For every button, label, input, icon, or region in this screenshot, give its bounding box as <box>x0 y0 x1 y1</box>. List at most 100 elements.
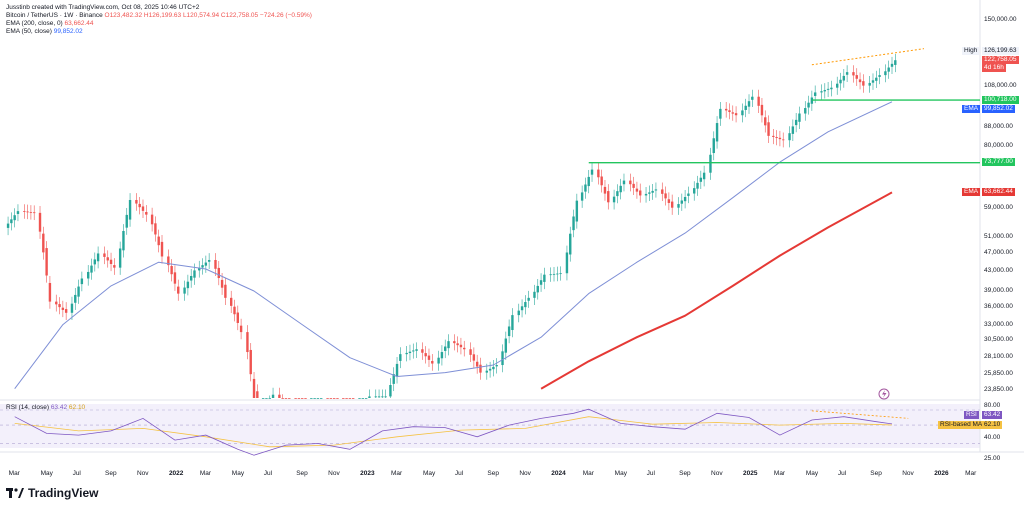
candle-body <box>709 154 712 173</box>
rsi-ma-axis-value: 62.10 <box>982 421 1003 429</box>
candle-body <box>249 349 252 375</box>
candle-body <box>798 113 801 122</box>
candle-body <box>677 204 680 208</box>
time-tick: May <box>805 470 819 477</box>
candle-body <box>364 398 368 399</box>
candle-body <box>239 325 243 333</box>
candle-body <box>167 256 170 266</box>
price-tick: 108,000.00 <box>984 82 1017 89</box>
candle-body <box>236 312 239 323</box>
candle-body <box>744 105 747 110</box>
time-tick: 2023 <box>360 470 375 477</box>
candle-body <box>696 182 699 189</box>
candle-body <box>316 398 320 399</box>
candle-body <box>384 396 387 398</box>
bolt-glyph <box>882 390 887 398</box>
candle-body <box>590 169 594 175</box>
candle-body <box>520 306 524 311</box>
candle-body <box>472 354 476 361</box>
candle-body <box>193 270 196 278</box>
candle-body <box>256 391 259 398</box>
price-tick: 30,500.00 <box>984 336 1013 344</box>
candle-body <box>358 398 361 399</box>
time-tick: Nov <box>328 470 340 477</box>
candle-body <box>29 212 33 213</box>
candle-body <box>648 192 651 194</box>
time-tick: Jul <box>263 470 273 477</box>
time-tick: Sep <box>296 470 308 477</box>
candle-body <box>600 176 603 186</box>
candle-body <box>504 338 508 353</box>
price-tick: 47,000.00 <box>984 249 1013 257</box>
tradingview-logo[interactable]: TradingView <box>6 486 98 500</box>
candle-body <box>336 398 339 399</box>
candle-body <box>575 200 579 222</box>
candle-body <box>217 267 220 279</box>
candle-body <box>90 265 93 273</box>
ema200-legend[interactable]: EMA (200, close, 0) 63,662.44 <box>6 20 93 28</box>
candle-body <box>597 169 600 178</box>
ema50-legend[interactable]: EMA (50, close) 99,852.02 <box>6 28 83 36</box>
time-tick: Mar <box>8 470 20 477</box>
price-candles <box>6 54 897 399</box>
candle-body <box>533 291 536 298</box>
candle-body <box>374 396 377 398</box>
candle-body <box>539 280 543 285</box>
byline: Jusstinb created with TradingView.com, O… <box>6 4 200 11</box>
price-tick: 25,850.00 <box>984 369 1013 377</box>
ema50-line <box>14 101 893 390</box>
candle-body <box>791 126 795 134</box>
time-tick: Mar <box>582 470 594 477</box>
candle-body <box>603 186 607 194</box>
candle-body <box>747 101 751 107</box>
grid <box>0 0 1024 453</box>
candle-body <box>106 257 109 261</box>
candle-body <box>616 191 619 197</box>
tradingview-logo-icon <box>6 488 24 498</box>
rsi-legend[interactable]: RSI (14, close) 63.42 62.10 <box>6 404 85 412</box>
symbol-legend[interactable]: Bitcoin / TetherUS · 1W · Binance O123,4… <box>6 12 312 20</box>
candle-body <box>415 349 418 351</box>
candle-body <box>329 398 333 399</box>
candle-body <box>871 80 875 83</box>
candle-body <box>693 188 696 194</box>
candle-body <box>118 248 122 268</box>
candle-body <box>842 75 846 81</box>
candle-body <box>351 398 355 399</box>
candle-body <box>680 200 684 204</box>
candle-body <box>607 191 610 203</box>
time-tick: Jul <box>837 470 847 477</box>
candle-body <box>778 137 782 140</box>
rsi-divergence-line <box>811 410 909 419</box>
candle-body <box>128 199 132 220</box>
candle-body <box>543 274 546 282</box>
ema200-line <box>540 191 893 390</box>
candle-body <box>332 398 336 399</box>
ohlc-values: O123,482.32 H126,199.63 L120,574.94 C122… <box>104 12 312 19</box>
candle-body <box>440 352 444 359</box>
rsi-background <box>0 404 980 448</box>
candle-body <box>527 297 530 301</box>
candle-body <box>160 241 164 257</box>
rsi-line <box>14 408 893 456</box>
candle-body <box>444 346 447 351</box>
candle-body <box>536 285 539 293</box>
price-tick: 150,000.00 <box>984 15 1017 23</box>
candle-body <box>479 364 482 373</box>
rsi-ma-tag: RSI-based MA <box>938 421 985 429</box>
candle-body <box>246 332 249 353</box>
candle-body <box>782 139 785 141</box>
high-value: 126,199.63 <box>982 47 1019 55</box>
candle-body <box>661 189 664 194</box>
rsi-ma-line <box>14 416 893 448</box>
time-tick: Sep <box>870 470 882 477</box>
rsi-axis-value: 63.42 <box>982 411 1003 419</box>
price-tick: 33,000.00 <box>984 320 1013 328</box>
candle-body <box>507 326 511 337</box>
candle-body <box>301 398 304 399</box>
indicator-lines <box>14 48 980 390</box>
candle-body <box>233 306 236 315</box>
price-tick: 51,000.00 <box>984 233 1013 241</box>
rsi-ma-legend-value: 62.10 <box>68 404 86 411</box>
